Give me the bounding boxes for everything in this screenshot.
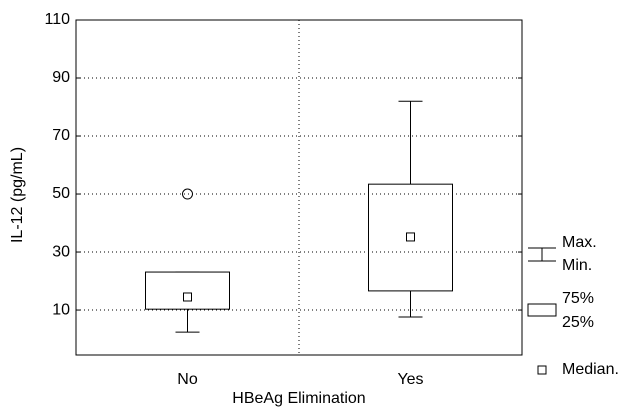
outlier [182, 188, 193, 200]
y-tick-label: 70 [52, 127, 70, 144]
legend-label: Max. [562, 234, 597, 251]
y-tick-label: 30 [52, 243, 70, 260]
median [406, 232, 415, 242]
legend-box [527, 303, 557, 317]
median [183, 292, 192, 302]
y-axis-label: IL-12 (pg/mL) [9, 147, 26, 243]
legend-label: 75% [562, 290, 594, 307]
x-axis-label: HBeAg Elimination [232, 390, 365, 407]
legend-label: Median. [562, 361, 619, 378]
y-tick-label: 10 [52, 301, 70, 318]
x-tick-label: No [177, 371, 198, 388]
box [145, 271, 230, 310]
y-tick-label: 110 [44, 11, 70, 28]
legend-label: Min. [562, 257, 592, 274]
legend-median [537, 365, 547, 375]
y-tick-label: 90 [52, 69, 70, 86]
y-tick-label: 50 [52, 185, 70, 202]
box [368, 183, 453, 292]
x-tick-label: Yes [397, 371, 423, 388]
legend-label: 25% [562, 314, 594, 331]
